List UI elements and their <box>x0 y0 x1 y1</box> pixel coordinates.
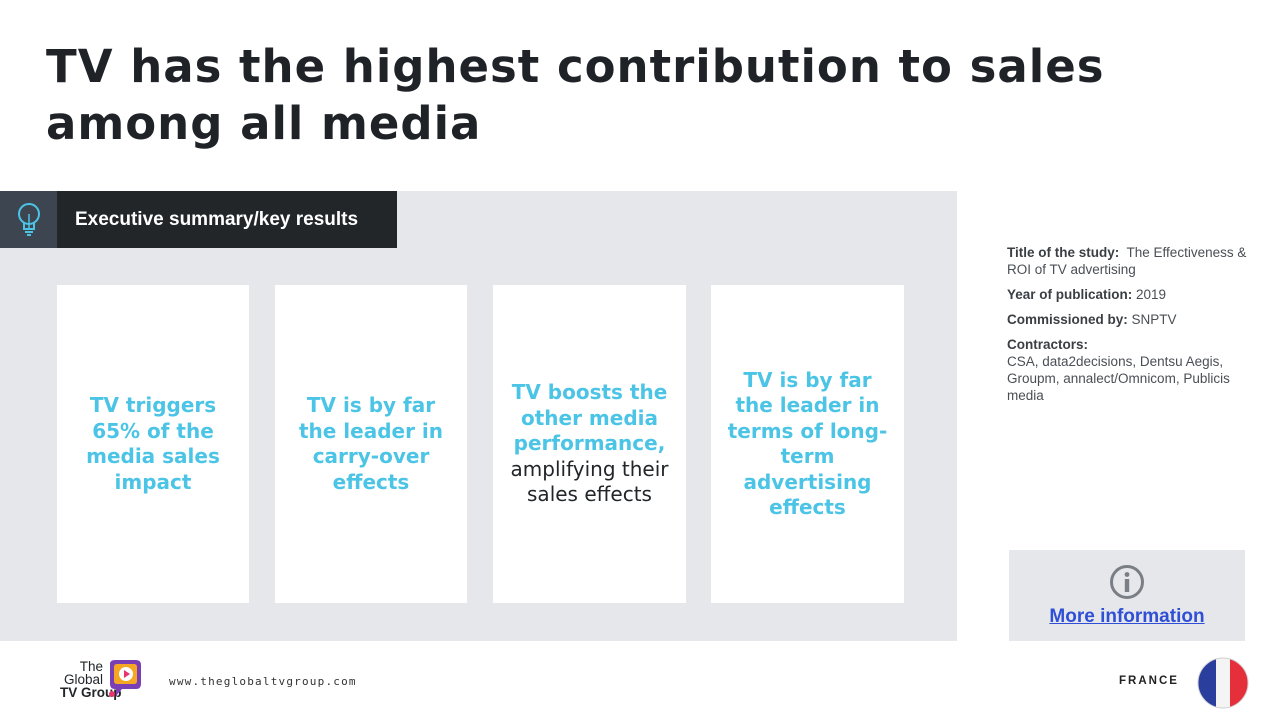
page-title: TV has the highest contribution to sales… <box>46 38 1146 152</box>
title-line-2: among all media <box>46 97 482 150</box>
logo-line-2: Global <box>63 672 103 687</box>
executive-summary-label: Executive summary/key results <box>75 208 359 230</box>
card-highlight-text: TV is by far the leader in terms of long… <box>727 367 888 520</box>
meta-title: Title of the study: The Effectiveness & … <box>1007 244 1247 278</box>
lightbulb-icon <box>0 191 57 248</box>
result-card-3: TV boosts the other media performance, a… <box>493 285 686 603</box>
card-plain-text: amplifying their sales effects <box>510 456 669 507</box>
meta-year: Year of publication: 2019 <box>1007 286 1247 303</box>
website-url: www.theglobaltvgroup.com <box>169 675 357 688</box>
logo-mark-icon <box>106 658 144 704</box>
more-information-box: More information <box>1009 550 1245 641</box>
logo-line-1: The <box>79 659 103 674</box>
card-highlight-text: TV boosts the other media performance, <box>511 380 668 456</box>
meta-title-label: Title of the study: <box>1007 245 1120 260</box>
meta-commissioned-label: Commissioned by: <box>1007 312 1128 327</box>
more-information-link[interactable]: More information <box>1049 606 1205 627</box>
meta-year-label: Year of publication: <box>1007 287 1133 302</box>
france-flag-icon <box>1196 656 1250 714</box>
meta-commissioned-value: SNPTV <box>1131 312 1177 327</box>
meta-contractors-label: Contractors: <box>1007 337 1089 352</box>
logo-text: The Global TV Group <box>60 659 122 700</box>
result-card-4: TV is by far the leader in terms of long… <box>711 285 904 603</box>
card-highlight-text: TV triggers 65% of the media sales impac… <box>86 393 220 494</box>
meta-year-value: 2019 <box>1136 287 1167 302</box>
meta-contractors: Contractors: CSA, data2decisions, Dentsu… <box>1007 336 1247 404</box>
logo-line-3: TV Group <box>60 685 122 700</box>
global-tv-group-logo: The Global TV Group <box>60 660 150 706</box>
info-icon <box>1109 564 1145 604</box>
meta-title-value: The Effectiveness & ROI of TV advertisin… <box>1007 245 1247 277</box>
study-metadata: Title of the study: The Effectiveness & … <box>1007 244 1247 412</box>
meta-commissioned: Commissioned by: SNPTV <box>1007 311 1247 328</box>
executive-summary-header: Executive summary/key results <box>0 191 397 248</box>
meta-contractors-value: CSA, data2decisions, Dentsu Aegis, Group… <box>1007 354 1230 403</box>
executive-summary-label-box: Executive summary/key results <box>57 191 397 248</box>
result-card-2: TV is by far the leader in carry-over ef… <box>275 285 467 603</box>
title-line-1: TV has the highest contribution to sales <box>46 40 1105 93</box>
country-label: FRANCE <box>1119 675 1179 687</box>
result-card-1: TV triggers 65% of the media sales impac… <box>57 285 249 603</box>
card-highlight-text: TV is by far the leader in carry-over ef… <box>298 393 444 494</box>
